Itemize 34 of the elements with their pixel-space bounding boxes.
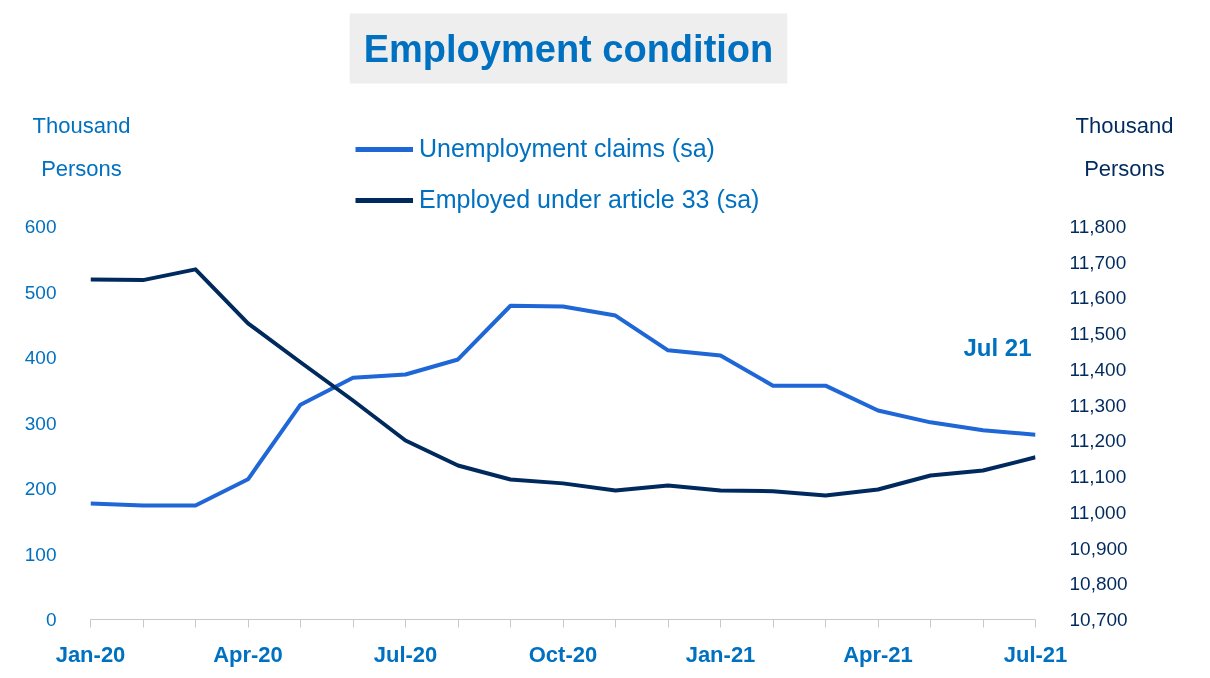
y-tick-label: 400 [24,347,57,368]
line-series [90,267,1036,498]
chart-title: Employment condition [363,27,774,70]
x-tick-label: Jan-20 [55,641,126,667]
y2-tick-label: 11,500 [1069,323,1127,345]
y2-tick-label: 11,200 [1069,430,1127,452]
y2-axis-title: Thousand Persons [1075,112,1174,182]
y-tick-label: 600 [24,216,57,237]
y2-tick-label: 11,100 [1069,466,1127,488]
y2-tick-label: 10,700 [1069,609,1128,630]
y-tick-label: 0 [45,609,57,630]
y2-tick-label: 10,900 [1069,537,1128,559]
y-axis-title: Thousand Persons [32,112,131,182]
y2-tick-label: 11,700 [1069,251,1127,273]
x-tick-label: Jul-20 [373,641,438,667]
y-tick-label: 500 [24,281,57,303]
x-tick-label: Oct-20 [528,641,598,667]
legend-label: Unemployment claims (sa) [419,134,715,163]
y2-tick-label: 11,000 [1069,501,1127,523]
x-tick-label: Jul-21 [1003,641,1068,667]
y2-tick-label: 11,300 [1069,394,1127,416]
y2-tick-label: 11,400 [1069,358,1127,380]
annotation: Jul 21 [963,333,1032,361]
x-tick-label: Apr-20 [213,641,283,667]
line-series [90,303,1036,508]
y2-tick-label: 10,800 [1069,573,1128,595]
y-tick-label: 200 [24,478,57,499]
y2-tick-label: 11,600 [1069,287,1127,309]
x-tick-label: Apr-21 [843,641,913,667]
y-tick-label: 300 [24,412,57,434]
x-tick-label: Jan-21 [685,641,756,667]
y-tick-label: 100 [24,543,57,565]
legend-label: Employed under article 33 (sa) [419,185,760,214]
y2-tick-label: 11,800 [1069,216,1127,237]
